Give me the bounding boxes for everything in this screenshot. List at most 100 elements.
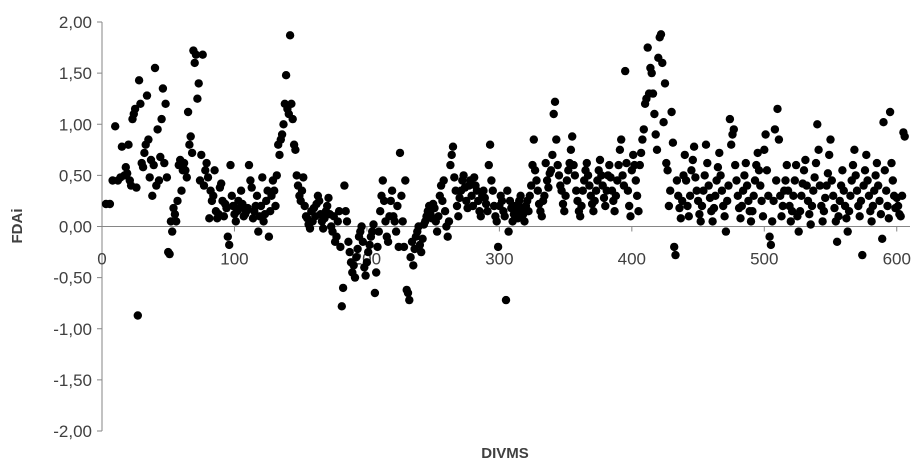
data-point [825, 150, 834, 160]
data-point [168, 227, 177, 236]
data-point [762, 166, 772, 175]
data-point [447, 150, 456, 160]
data-point [692, 186, 701, 195]
data-point [827, 176, 836, 185]
data-point [272, 171, 281, 180]
data-point [615, 145, 625, 154]
data-point [838, 166, 847, 175]
data-point [553, 160, 562, 170]
data-point [158, 84, 168, 93]
data-point [709, 203, 719, 213]
data-point [223, 232, 232, 241]
data-point [455, 193, 464, 203]
data-point [731, 160, 740, 170]
data-point [797, 191, 806, 200]
data-point [589, 207, 598, 216]
y-axis-title: FDAi [9, 209, 26, 244]
x-tick-label: 0 [97, 250, 106, 269]
data-point [409, 261, 418, 270]
data-point [688, 155, 697, 165]
data-point [601, 201, 610, 211]
data-point [875, 196, 884, 206]
data-point [406, 253, 415, 262]
data-point [842, 214, 851, 223]
data-point [372, 268, 381, 277]
data-point [799, 166, 809, 175]
data-point [271, 201, 280, 211]
data-point [713, 163, 723, 172]
data-point [124, 140, 133, 149]
data-point [756, 181, 765, 190]
data-point [821, 193, 830, 203]
data-point [811, 158, 821, 168]
data-point [660, 79, 670, 88]
data-point [744, 196, 753, 206]
data-point [672, 176, 682, 185]
data-point [652, 145, 662, 154]
data-point [632, 191, 642, 200]
data-point [365, 240, 374, 250]
data-point [210, 166, 219, 175]
data-point [459, 171, 468, 180]
data-point [826, 135, 835, 144]
data-point [764, 191, 773, 200]
data-point [851, 171, 860, 180]
data-point [736, 214, 745, 223]
data-point [595, 155, 605, 165]
data-point [132, 183, 141, 192]
data-point [685, 191, 695, 200]
data-point [727, 140, 736, 149]
data-point [850, 145, 859, 154]
data-point [173, 196, 182, 206]
data-point [900, 132, 909, 141]
data-point [500, 212, 509, 221]
data-point [855, 212, 864, 221]
data-point [696, 217, 705, 226]
data-point [341, 207, 350, 216]
data-point [663, 166, 672, 175]
data-point [896, 212, 905, 221]
data-point [277, 130, 287, 139]
data-point [387, 186, 397, 195]
data-point [222, 203, 231, 213]
data-point [880, 166, 889, 175]
data-point [182, 173, 191, 182]
data-point [651, 130, 660, 139]
data-point [819, 207, 829, 216]
data-point [887, 158, 896, 168]
data-point [524, 207, 533, 216]
data-point [248, 214, 258, 223]
data-point [430, 203, 439, 213]
data-point [342, 217, 352, 226]
data-point [631, 176, 640, 185]
y-tick-label: 1,50 [59, 64, 92, 83]
data-point [872, 158, 882, 168]
data-point [231, 217, 240, 226]
data-point [537, 212, 546, 221]
data-point [802, 181, 811, 190]
data-point [790, 176, 799, 185]
data-point [868, 201, 878, 211]
data-point [599, 193, 609, 203]
data-point [546, 166, 556, 175]
data-point [144, 135, 153, 144]
data-point [625, 201, 634, 211]
data-point [105, 199, 115, 209]
data-point [252, 191, 262, 200]
data-point [647, 68, 656, 78]
data-point [448, 142, 458, 151]
data-point [369, 220, 378, 229]
data-point [737, 201, 746, 211]
data-point [162, 173, 172, 182]
data-point [337, 302, 346, 311]
data-point [753, 148, 762, 158]
data-point [198, 50, 207, 59]
data-point [540, 191, 549, 200]
data-point [658, 58, 667, 68]
data-point [191, 50, 201, 59]
data-point [729, 125, 738, 134]
data-point [626, 212, 635, 221]
data-point [364, 247, 373, 257]
data-point [484, 160, 493, 170]
data-point [704, 181, 713, 190]
